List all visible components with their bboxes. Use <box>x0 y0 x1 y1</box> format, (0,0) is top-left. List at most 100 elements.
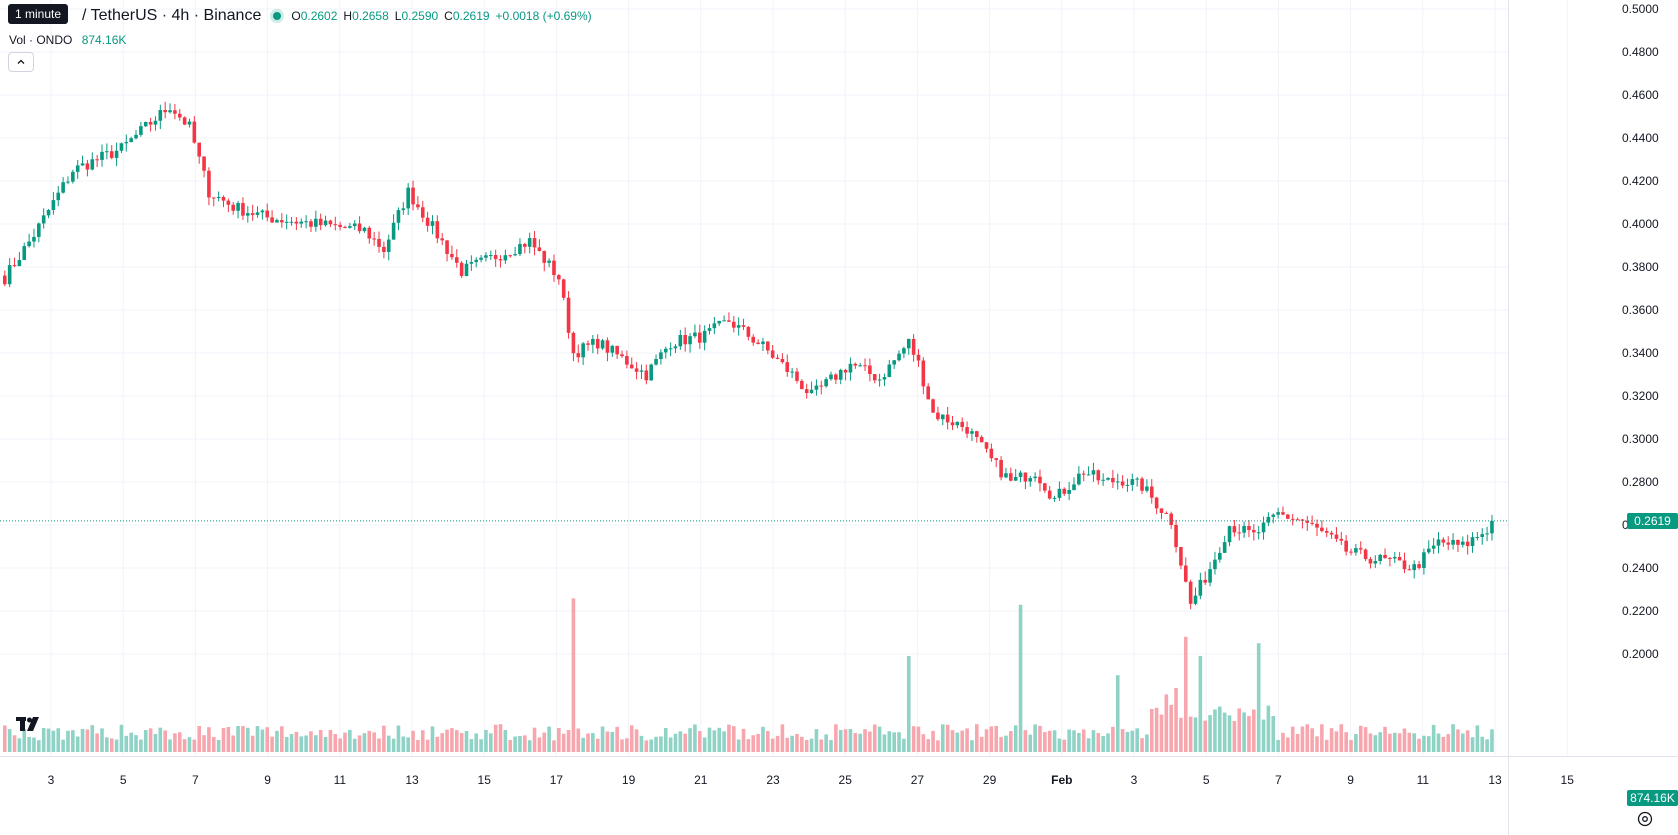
volume-legend[interactable]: Vol · ONDO 874.16K <box>9 33 126 47</box>
collapse-legend-button[interactable] <box>8 52 34 72</box>
candle-body <box>124 142 129 144</box>
volume-bar <box>547 726 551 752</box>
candle-body <box>950 422 955 426</box>
candle-body <box>1169 513 1173 525</box>
candle-body <box>386 239 391 252</box>
volume-bar <box>134 735 138 752</box>
candle-body <box>231 204 236 211</box>
candle-body <box>1125 484 1130 486</box>
volume-bar <box>610 732 615 752</box>
volume-bar <box>868 731 872 752</box>
volume-bar <box>804 739 809 752</box>
symbol-title[interactable]: / TetherUS · 4h · Binance <box>82 7 262 24</box>
volume-bar <box>430 726 435 752</box>
volume-bar <box>109 738 114 752</box>
time-axis-label: 9 <box>1347 773 1354 787</box>
volume-bar <box>435 736 440 752</box>
candle-body <box>1363 549 1368 560</box>
candle-body <box>921 360 926 387</box>
volume-bar <box>727 724 731 752</box>
candle-body <box>95 159 99 161</box>
volume-bar <box>1169 704 1173 752</box>
last-price-badge: 0.2619 <box>1627 512 1678 529</box>
candle-body <box>702 330 707 343</box>
price-axis-label: 0.2800 <box>1622 475 1659 489</box>
volume-bar <box>1062 739 1067 752</box>
candle-body <box>975 431 979 437</box>
volume-bar <box>90 725 95 752</box>
volume-bar <box>1208 715 1212 752</box>
volume-bar <box>1451 724 1455 752</box>
candle-body <box>1043 483 1047 491</box>
candle-body <box>7 265 12 285</box>
volume-bar <box>1222 712 1227 752</box>
volume-bar <box>790 735 794 752</box>
candle-body <box>829 374 833 380</box>
candle-body <box>697 332 702 343</box>
volume-bar <box>289 734 294 752</box>
ohlc-low: L0.2590 <box>394 9 439 23</box>
candle-body <box>877 379 882 381</box>
candle-body <box>756 342 760 345</box>
volume-bar <box>566 729 571 752</box>
volume-bar <box>1315 736 1319 752</box>
candle-body <box>284 221 289 223</box>
volume-bar <box>877 726 882 752</box>
volume-bar <box>1038 725 1042 752</box>
candle-body <box>1203 579 1208 583</box>
volume-bar <box>1091 730 1096 752</box>
gear-icon[interactable] <box>1636 810 1654 828</box>
candle-body <box>226 200 231 205</box>
time-axis-label: 15 <box>1561 773 1575 787</box>
volume-bar <box>85 729 90 752</box>
candle-body <box>1038 476 1042 484</box>
tradingview-logo-icon[interactable] <box>12 712 46 736</box>
volume-bar <box>1101 736 1105 752</box>
candle-body <box>722 320 726 322</box>
candle-body <box>1154 497 1159 509</box>
volume-bar <box>1115 675 1120 752</box>
volume-bar <box>736 739 741 752</box>
volume-bar <box>1213 709 1217 752</box>
candle-body <box>1490 520 1494 534</box>
time-axis-label: 3 <box>1131 773 1138 787</box>
volume-bar <box>999 737 1003 752</box>
candle-body <box>1465 541 1470 547</box>
volume-bar <box>693 724 697 752</box>
price-axis-label: 0.4000 <box>1622 217 1659 231</box>
candle-body <box>1470 537 1475 547</box>
time-axis-label: 17 <box>550 773 564 787</box>
volume-bar <box>1354 734 1358 752</box>
volume-bar <box>493 724 498 752</box>
candle-body <box>1149 486 1154 498</box>
candle-body <box>1256 532 1261 534</box>
volume-bar <box>37 740 41 752</box>
volume-bar <box>352 738 357 752</box>
volume-bar <box>304 735 308 752</box>
volume-bar <box>1456 729 1460 752</box>
candle-body <box>523 243 527 247</box>
price-axis-label: 0.3000 <box>1622 432 1659 446</box>
volume-bar <box>576 728 581 752</box>
candle-body <box>1295 519 1300 521</box>
candle-body <box>741 325 746 327</box>
candle-body <box>3 275 7 285</box>
candle-body <box>294 221 299 224</box>
candle-body <box>1047 490 1052 499</box>
volume-bar <box>284 737 289 752</box>
volume-bar <box>940 724 945 752</box>
candle-body <box>1130 479 1135 485</box>
candle-body <box>241 203 245 216</box>
volume-bar <box>211 737 216 752</box>
volume-bar <box>236 726 240 752</box>
candle-body <box>435 221 440 239</box>
volume-bar <box>396 725 401 752</box>
volume-bar <box>75 736 80 752</box>
candle-body <box>406 187 410 209</box>
candle-body <box>843 369 848 373</box>
volume-bar <box>386 735 391 752</box>
candle-body <box>459 262 464 276</box>
time-axis-label: 13 <box>1488 773 1502 787</box>
volume-bar <box>770 738 775 752</box>
